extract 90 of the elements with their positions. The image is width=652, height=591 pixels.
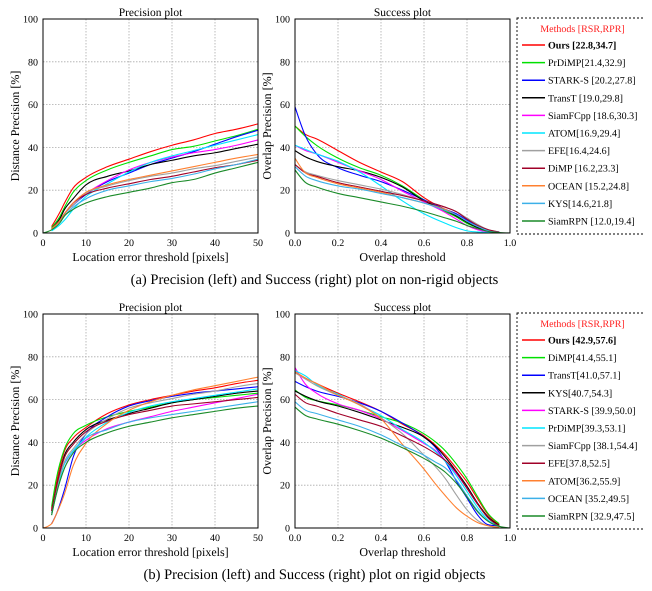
x-tick-label: 30 [167,533,177,544]
legend-label: EFE[16.4,24.6] [548,146,610,158]
line-series [64,394,259,464]
y-tick-label: 60 [280,100,290,112]
legend-label: OCEAN [35.2,49.5] [548,494,630,505]
legend-label: OCEAN [15.2,24.8] [548,181,630,192]
y-tick-label: 100 [275,310,290,320]
y-tick-label: 20 [28,480,38,492]
x-axis-title: Location error threshold [pixels] [72,250,229,264]
legend-label: SiamRPN [32.9,47.5] [548,512,635,522]
y-axis-title: Distance Precision [%] [8,70,22,182]
legend-label: TransT [19.0,29.8] [548,93,624,104]
x-tick-label: 30 [167,238,177,249]
y-tick-label: 60 [28,395,38,406]
x-tick-label: 0.6 [418,533,430,544]
x-tick-label: 1.0 [504,238,516,249]
y-tick-label: 0 [33,228,38,240]
x-tick-label: 0.2 [332,238,344,249]
legend-title: Methods [RSR,RPR] [540,319,625,330]
x-tick-label: 0.6 [418,238,430,249]
legend-label: EFE[37.8,52.5] [548,458,610,470]
legend-label: KYS[40.7,54.3] [548,388,612,400]
y-tick-label: 40 [280,142,290,154]
chart-title: Precision plot [118,302,184,314]
legend-label: ATOM[16.9,29.4] [548,128,620,140]
y-tick-label: 100 [275,14,290,26]
y-axis-title: Overlap Precision [%] [260,72,274,180]
legend-label: Ours [22.8,34.7] [548,40,616,52]
y-tick-label: 20 [280,480,290,492]
y-tick-label: 80 [280,57,290,68]
y-tick-label: 20 [28,186,38,197]
legend-label: SiamFCpp [38.1,54.4] [548,441,638,452]
x-tick-label: 0 [40,533,46,544]
legend-label: Ours [42.9,57.6] [548,336,616,346]
legend-label: SiamRPN [12.0,19.4] [548,216,635,228]
line-series [294,158,468,222]
x-tick-label: 10 [81,533,91,544]
legend-label: STARK-S [39.9,50.0] [548,406,636,417]
x-axis-title: Location error threshold [pixels] [72,545,229,559]
y-tick-label: 60 [280,395,290,406]
legend-label: DiMP [16.2,23.3] [548,164,619,175]
y-tick-label: 20 [280,186,290,197]
x-tick-label: 50 [253,238,263,249]
y-tick-label: 60 [28,100,38,112]
x-tick-label: 10 [81,238,91,249]
legend-label: PrDiMP[21.4,32.9] [548,58,626,70]
x-tick-label: 0.8 [460,238,474,249]
y-tick-label: 40 [28,142,38,154]
text: (a) Precision (left) and Success (right) plot on non-rigid objects [130,272,499,288]
legend-label: KYS[14.6,21.8] [548,198,612,210]
y-tick-label: 0 [33,524,38,534]
x-tick-label: 20 [124,533,134,544]
x-tick-label: 40 [210,238,220,249]
line-series [72,139,259,204]
x-tick-label: 0 [40,238,46,249]
text: (b) Precision (left) and Success (right) plot on rigid objects [144,567,486,583]
y-axis-title: Distance Precision [%] [8,366,22,476]
chart-title: Precision plot [118,7,184,19]
legend-label: ATOM[36.2,55.9] [548,476,620,488]
y-tick-label: 80 [28,57,38,68]
y-tick-label: 100 [23,310,38,320]
legend-label: PrDiMP[39.3,53.1] [548,424,626,434]
x-tick-label: 1.0 [504,533,516,544]
legend-label: SiamFCpp [18.6,30.3] [548,110,638,122]
y-tick-label: 80 [280,352,290,364]
y-tick-label: 100 [23,14,38,26]
x-tick-label: 0.8 [460,533,474,544]
x-axis-title: Overlap threshold [359,250,446,264]
x-tick-label: 40 [210,533,220,544]
chart-title: Success plot [374,7,432,19]
y-tick-label: 0 [285,524,290,534]
legend-label: DiMP[41.4,55.1] [548,353,617,364]
x-tick-label: 20 [124,238,134,249]
legend-label: STARK-S [20.2,27.8] [548,76,636,87]
legend-label: TransT[41.0,57.1] [548,370,621,382]
x-tick-label: 50 [253,533,263,544]
x-axis-title: Overlap threshold [359,545,446,559]
x-tick-label: 0.4 [374,238,388,249]
line-series [294,366,478,506]
y-tick-label: 80 [28,352,38,364]
x-tick-label: 0.4 [374,533,388,544]
y-tick-label: 0 [285,228,290,240]
y-tick-label: 40 [28,438,38,449]
y-axis-title: Overlap Precision [%] [260,367,274,475]
chart-title: Success plot [374,302,432,314]
legend-title: Methods [RSR,RPR] [540,24,625,35]
y-tick-label: 40 [280,438,290,449]
x-tick-label: 0.0 [288,533,302,544]
x-tick-label: 0.2 [332,533,344,544]
x-tick-label: 0.0 [288,238,302,249]
